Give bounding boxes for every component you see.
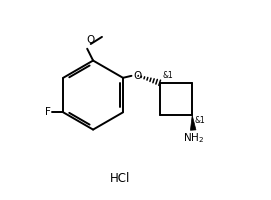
Text: O: O [134,71,142,81]
Text: NH$_2$: NH$_2$ [183,132,204,145]
Text: &1: &1 [195,116,205,125]
Text: HCl: HCl [109,172,130,185]
Text: O: O [87,35,95,45]
Polygon shape [191,115,196,130]
Text: &1: &1 [162,71,173,80]
Text: F: F [44,107,50,117]
